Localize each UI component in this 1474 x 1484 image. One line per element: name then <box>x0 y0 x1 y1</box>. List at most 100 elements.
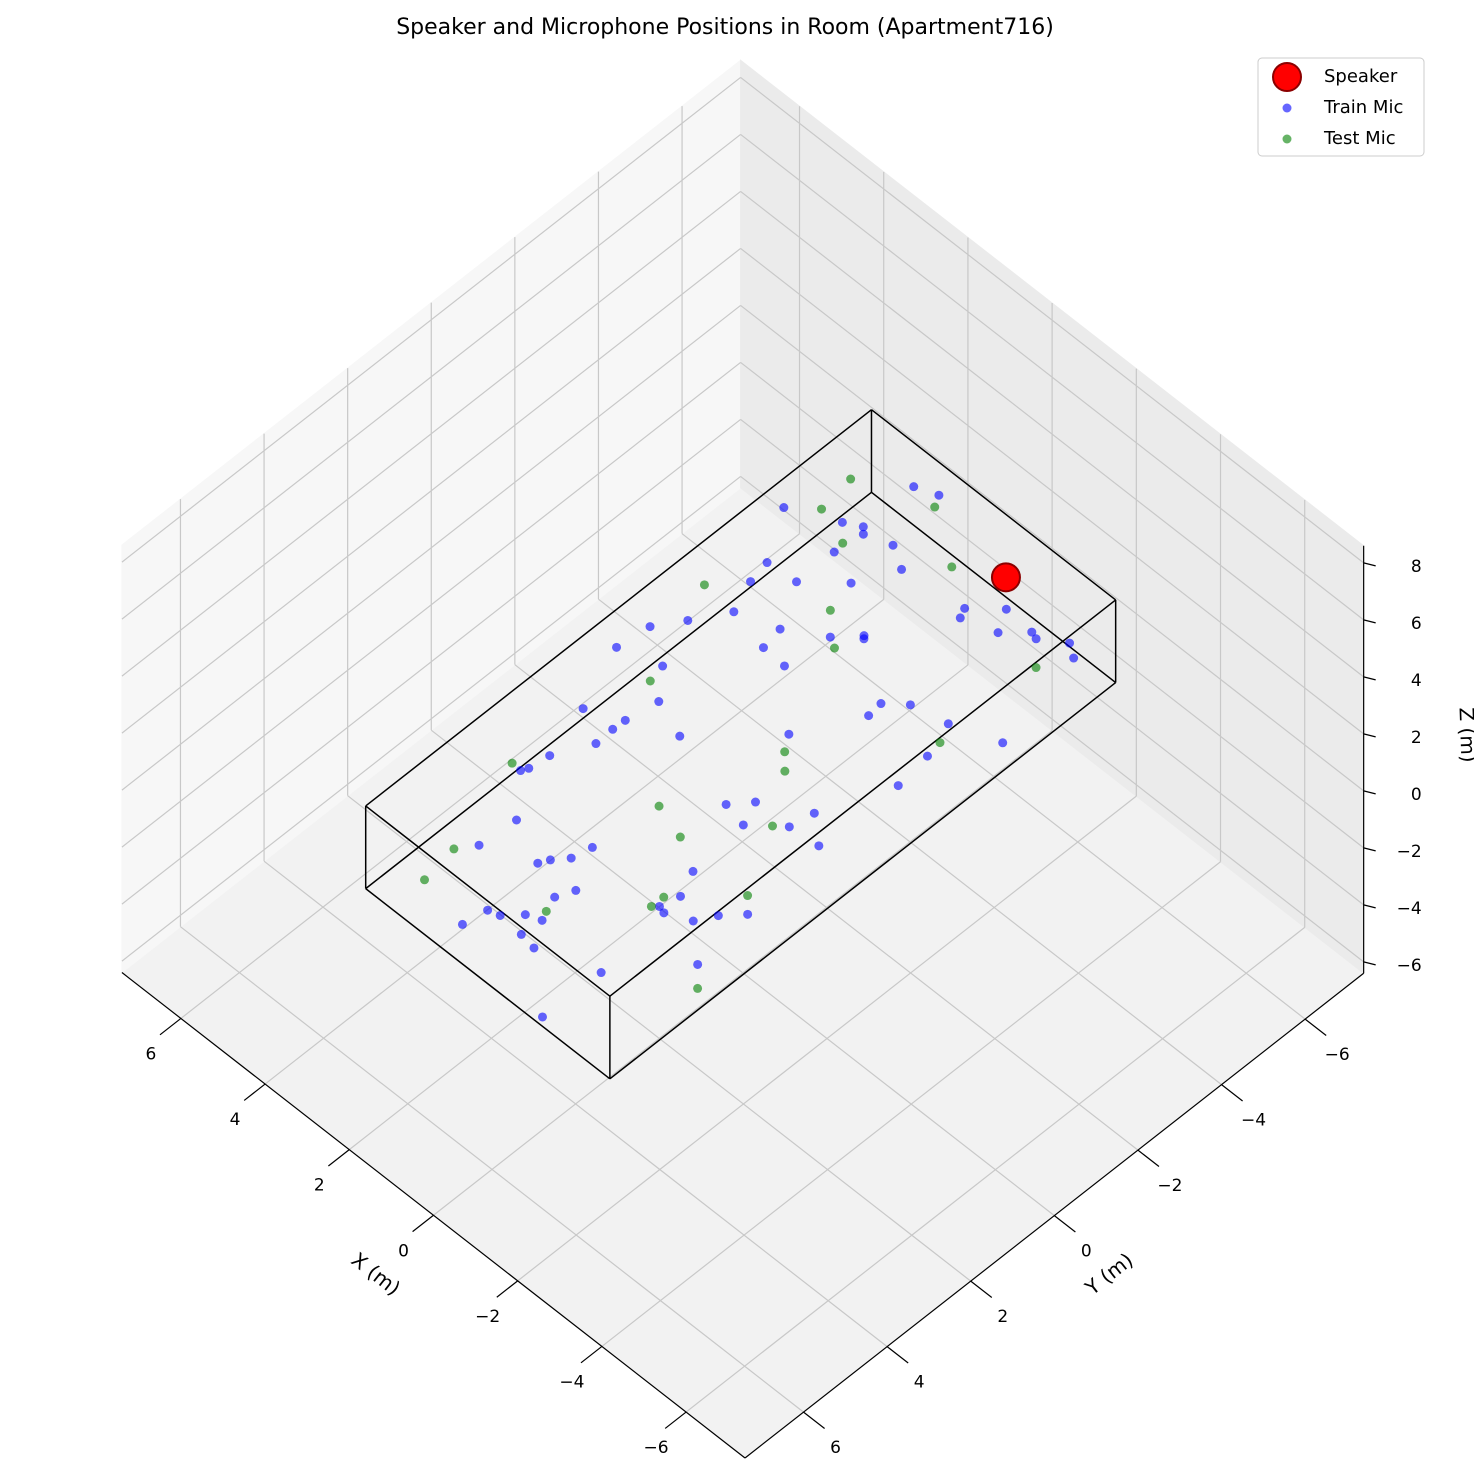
mic-point <box>775 624 785 634</box>
y-tick-label: −2 <box>1157 1176 1182 1196</box>
mic-point <box>792 577 802 587</box>
grid-line <box>121 361 741 848</box>
z-tick-label: 2 <box>1411 728 1422 748</box>
grid-line <box>121 475 741 962</box>
y-tick-label: 2 <box>997 1307 1008 1327</box>
mic-point <box>587 842 597 852</box>
speaker-point <box>990 562 1021 593</box>
mic-point <box>762 558 772 568</box>
mic-point <box>516 929 526 939</box>
legend-marker <box>1272 62 1302 92</box>
mic-point <box>814 841 824 851</box>
grid-line <box>121 247 741 734</box>
mic-point <box>955 613 965 623</box>
grid-line <box>121 304 741 791</box>
mic-point <box>699 580 709 590</box>
mic-point <box>750 797 760 807</box>
mic-point <box>829 643 839 653</box>
mic-point <box>520 910 530 920</box>
mic-point <box>645 622 655 632</box>
y-tick-mark <box>803 1411 825 1429</box>
mic-point <box>743 909 753 919</box>
mic-point <box>571 885 581 895</box>
mic-point <box>922 751 932 761</box>
x-tick-mark <box>412 1214 434 1233</box>
mic-point <box>943 719 953 729</box>
mic-point <box>960 603 970 613</box>
z-tick-mark <box>1363 904 1376 909</box>
mic-point <box>784 729 794 739</box>
mic-point <box>998 738 1008 748</box>
mic-point <box>449 844 459 854</box>
y-axis-line <box>744 972 1365 1459</box>
room-edge <box>609 599 1117 997</box>
z-tick-label: −4 <box>1397 899 1422 919</box>
grid-line <box>740 247 1365 735</box>
mic-point <box>545 751 555 761</box>
chart-title: Speaker and Microphone Positions in Room… <box>396 15 1054 40</box>
mic-point <box>817 504 827 514</box>
mic-point <box>743 891 753 901</box>
mic-point <box>516 766 526 776</box>
mic-point <box>537 915 547 925</box>
room-edge <box>871 409 1117 601</box>
mic-point <box>858 529 868 539</box>
grid-line <box>681 533 1306 1020</box>
legend-marker <box>1282 103 1292 113</box>
legend-label: Speaker <box>1324 66 1398 87</box>
mic-point <box>876 699 886 709</box>
z-tick-mark <box>1363 847 1376 852</box>
mic-point <box>934 490 944 500</box>
mic-point <box>930 502 940 512</box>
mic-point <box>507 758 517 768</box>
x-tick-label: −4 <box>559 1372 584 1392</box>
mic-point <box>654 697 664 707</box>
x-tick-mark <box>580 1345 603 1364</box>
mic-point <box>713 911 723 921</box>
mic-point <box>683 615 693 625</box>
grid-line <box>740 361 1365 849</box>
x-tick-label: 0 <box>398 1241 409 1261</box>
grid-line <box>180 926 804 1413</box>
grid-line <box>121 133 741 620</box>
z-tick-mark <box>1363 676 1376 681</box>
mic-point <box>654 801 664 811</box>
room-edge <box>365 491 872 890</box>
z-tick-mark <box>1363 733 1376 738</box>
mic-point <box>533 858 543 868</box>
grid-line <box>121 418 741 905</box>
mic-point <box>1027 627 1037 637</box>
grid-line <box>514 664 1139 1151</box>
x-tick-label: −6 <box>644 1438 669 1458</box>
z-tick-mark <box>1363 790 1376 795</box>
mic-point <box>1001 604 1011 614</box>
y-tick-mark <box>1137 1149 1160 1167</box>
mic-point <box>837 517 847 527</box>
grid-line <box>598 598 1222 1086</box>
mic-point <box>659 908 669 918</box>
mic-point <box>545 855 555 865</box>
x-tick-label: 2 <box>314 1176 325 1196</box>
z-tick-label: 0 <box>1411 785 1422 805</box>
mic-point <box>893 781 903 791</box>
mic-point <box>746 577 756 587</box>
mic-point <box>541 906 551 916</box>
mic-point <box>645 676 655 686</box>
mic-point <box>688 866 698 876</box>
grid-line <box>740 475 1365 963</box>
room-edge <box>365 409 872 807</box>
z-tick-mark <box>1363 961 1376 966</box>
y-tick-mark <box>1304 1018 1327 1036</box>
mic-point <box>1069 653 1079 663</box>
mic-point <box>646 901 656 911</box>
mic-point <box>693 959 703 969</box>
mic-point <box>675 891 685 901</box>
mic-point <box>935 738 945 748</box>
mic-point <box>537 1012 547 1022</box>
z-tick-label: 4 <box>1411 671 1422 691</box>
mic-point <box>780 766 790 776</box>
x-tick-label: 6 <box>145 1044 156 1064</box>
y-tick-mark <box>1221 1084 1243 1102</box>
mic-point <box>420 875 430 885</box>
